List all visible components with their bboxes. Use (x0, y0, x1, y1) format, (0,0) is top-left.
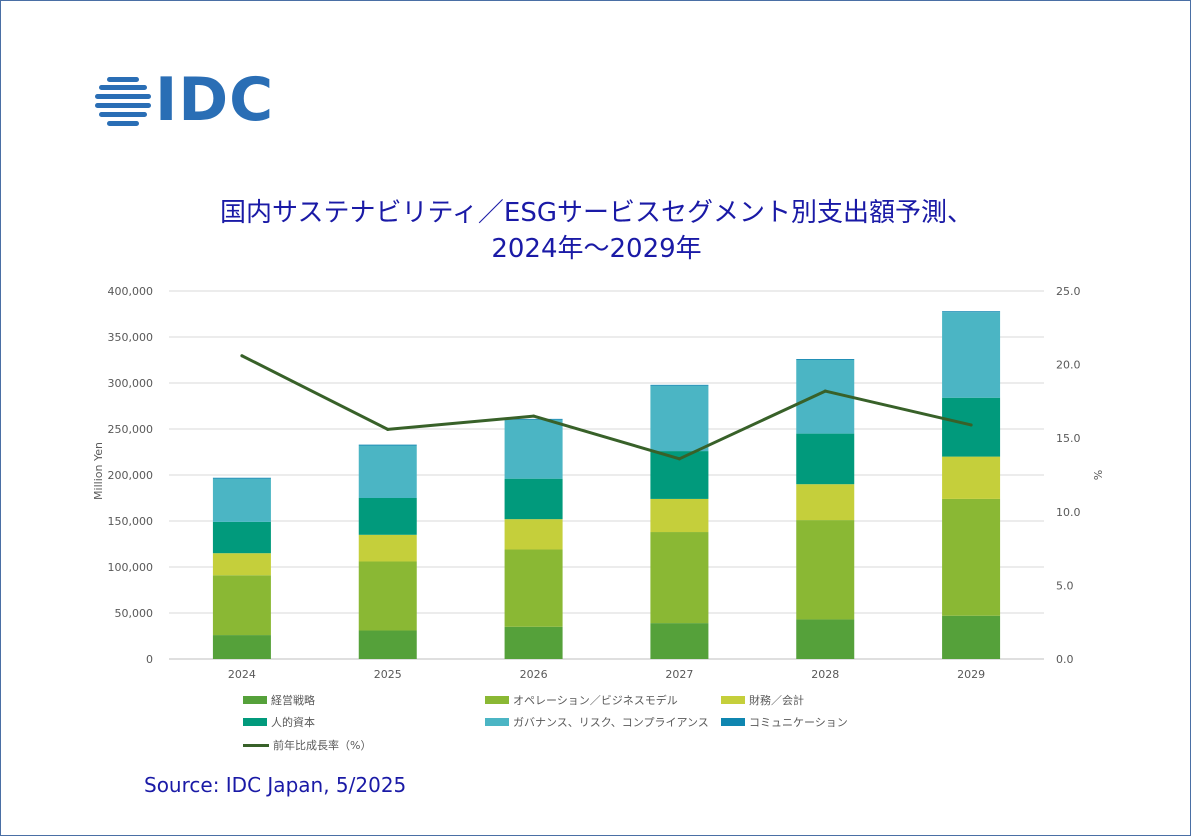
bar-keiei (796, 619, 855, 659)
bar-jinteki (796, 433, 855, 485)
y2-tick-label: 0.0 (1056, 653, 1074, 666)
legend-item-zaimu: 財務／会計 (721, 692, 804, 708)
chart-title-line-2: 2024年～2029年 (491, 234, 702, 264)
growth-point (677, 457, 681, 461)
y-tick-label: 200,000 (108, 469, 154, 482)
bar-operation (212, 575, 271, 636)
growth-line-segment (823, 389, 973, 427)
growth-line-segment (386, 414, 536, 431)
legend-item-growth: 前年比成長率（%） (243, 737, 371, 753)
legend-label-operation: オペレーション／ビジネスモデル (513, 694, 678, 707)
bar-jinteki (942, 397, 1001, 457)
y-tick-label: 0 (146, 653, 153, 666)
legend-item-keiei: 経営戦略 (243, 692, 315, 708)
legend-label-growth: 前年比成長率（%） (273, 739, 372, 752)
idc-logo-text: IDC (155, 65, 275, 135)
bar-keiei (650, 623, 709, 659)
bar-zaimu (942, 456, 1001, 499)
bar-zaimu (650, 498, 709, 533)
idc-logo: IDC (93, 65, 283, 135)
y-tick-label: 250,000 (108, 423, 154, 436)
growth-point (386, 427, 390, 431)
x-tick-label: 2024 (228, 668, 256, 681)
bar-communication (796, 359, 855, 360)
y-tick-label: 50,000 (115, 607, 154, 620)
legend-swatch-operation (485, 696, 509, 704)
legend-label-zaimu: 財務／会計 (749, 694, 804, 707)
bar-keiei (942, 615, 1001, 659)
bar-communication (650, 384, 709, 386)
legend-swatch-keiei (243, 696, 267, 704)
y2-tick-label: 5.0 (1056, 579, 1074, 592)
bar-operation (796, 520, 855, 620)
x-tick-label: 2028 (811, 668, 839, 681)
bar-governance (504, 419, 563, 479)
growth-line-segment (532, 414, 681, 461)
bar-operation (650, 532, 709, 624)
bar-zaimu (358, 534, 417, 562)
source-note: Source: IDC Japan, 5/2025 (144, 773, 407, 797)
bar-jinteki (212, 521, 271, 554)
y-tick-label: 150,000 (108, 515, 154, 528)
y-tick-label: 350,000 (108, 331, 154, 344)
legend-swatch-zaimu (721, 696, 745, 704)
y2-axis-title: % (1091, 470, 1104, 480)
bar-governance (358, 445, 417, 498)
bar-operation (504, 549, 563, 627)
bar-governance (212, 478, 271, 522)
bar-operation (358, 561, 417, 631)
bar-keiei (358, 630, 417, 659)
y2-tick-label: 15.0 (1056, 432, 1081, 445)
x-tick-label: 2025 (374, 668, 402, 681)
legend-label-keiei: 経営戦略 (271, 694, 315, 707)
bar-governance (942, 312, 1001, 398)
bar-zaimu (796, 484, 855, 521)
legend-item-jinteki: 人的資本 (243, 714, 315, 730)
growth-point (823, 389, 827, 393)
bar-communication (504, 418, 563, 420)
legend-item-communication: コミュニケーション (721, 714, 848, 730)
y-tick-label: 100,000 (108, 561, 154, 574)
y-tick-label: 400,000 (108, 285, 154, 298)
y2-tick-label: 10.0 (1056, 506, 1081, 519)
chart-title-line-1: 国内サステナビリティ／ESGサービスセグメント別支出額予測、 (220, 198, 973, 228)
legend-item-governance: ガバナンス、リスク、コンプライアンス (485, 714, 709, 730)
idc-logo-mark (95, 77, 151, 126)
bar-jinteki (358, 498, 417, 535)
growth-point (532, 414, 536, 418)
bar-zaimu (504, 519, 563, 550)
legend-swatch-governance (485, 718, 509, 726)
x-tick-label: 2026 (520, 668, 548, 681)
x-tick-label: 2029 (957, 668, 985, 681)
bar-keiei (212, 635, 271, 659)
bar-communication (358, 444, 417, 446)
growth-line-segment (677, 389, 827, 461)
legend-line-growth (243, 743, 269, 747)
legend-swatch-communication (721, 718, 745, 726)
legend-swatch-jinteki (243, 718, 267, 726)
y-tick-label: 300,000 (108, 377, 154, 390)
bar-communication (212, 477, 271, 479)
bar-jinteki (504, 478, 563, 520)
legend-label-governance: ガバナンス、リスク、コンプライアンス (513, 716, 709, 729)
growth-line-segment (240, 354, 390, 431)
x-tick-label: 2027 (665, 668, 693, 681)
growth-point (240, 354, 244, 358)
legend-label-jinteki: 人的資本 (271, 716, 315, 729)
bar-communication (942, 311, 1001, 313)
legend-item-operation: オペレーション／ビジネスモデル (485, 692, 678, 708)
bar-operation (942, 498, 1001, 616)
bar-zaimu (212, 553, 271, 576)
bar-governance (650, 385, 709, 452)
y-axis-title: Million Yen (92, 442, 105, 500)
legend-label-communication: コミュニケーション (749, 716, 848, 729)
growth-point (969, 423, 973, 427)
y2-tick-label: 20.0 (1056, 359, 1081, 372)
stacked-bar-chart: 0 50,000 100,000 150,000 200,000 250,000 300,0… (92, 285, 1104, 681)
bar-keiei (504, 626, 563, 659)
y2-tick-label: 25.0 (1056, 285, 1081, 298)
